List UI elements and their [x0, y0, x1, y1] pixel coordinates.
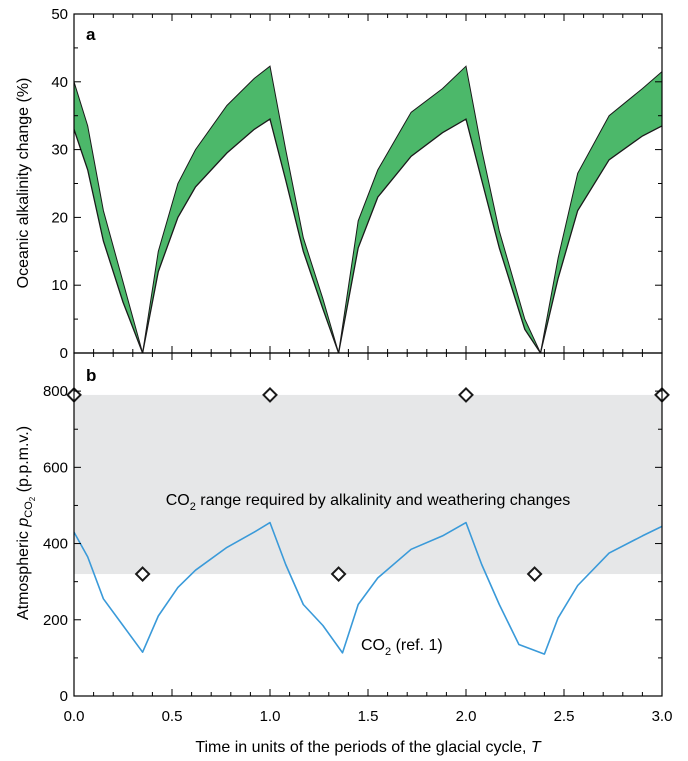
series-label-post: (ref. 1)	[391, 637, 443, 654]
ylabel-subsub: 2	[28, 496, 37, 501]
x-tick-label: 3.0	[652, 708, 673, 725]
panel-b-ytick-label: 800	[43, 383, 68, 400]
panel-b-ytick-label: 0	[60, 688, 68, 705]
panel-b-ylabel: Atmospheric pCO2 (p.p.m.v.)	[15, 426, 37, 620]
panel-a: 0 10 20 30 40 50 a Oceanic alkalinity change …	[15, 6, 663, 362]
xlabel-main: Time in units of the periods of the glac…	[195, 739, 531, 756]
range-label-post: range required by alkalinity and weather…	[196, 492, 570, 509]
alkalinity-lower-edge	[74, 118, 662, 353]
alkalinity-band-layer	[74, 65, 662, 353]
panel-a-label: a	[86, 25, 96, 44]
co2-line	[74, 521, 662, 655]
x-tick-label: 0.5	[162, 708, 183, 725]
diamond-marker	[330, 566, 347, 582]
panel-a-ytick-label: 0	[60, 345, 68, 362]
ylabel-units: (p.p.m.v.)	[15, 426, 32, 497]
panel-a-ylabel: Oceanic alkalinity change (%)	[15, 78, 32, 289]
x-tick-label: 1.5	[358, 708, 379, 725]
alkalinity-upper-edge	[74, 65, 662, 353]
diamond-marker	[262, 387, 278, 403]
panel-a-ytick-label: 50	[51, 6, 68, 23]
co2-range-annotation: CO2 range required by alkalinity and wea…	[166, 492, 571, 513]
series-label-sub: 2	[385, 646, 391, 658]
x-axis-label: Time in units of the periods of the glac…	[195, 739, 542, 756]
ylabel-main: Atmospheric	[15, 527, 32, 620]
ylabel-sub: CO	[23, 501, 35, 518]
panel-b-ticks: 0 200 400 600 800 0.0 0.5 1.0 1.5 2.0 2.5 3.0	[43, 352, 673, 725]
panel-a-ytick-label: 30	[51, 142, 68, 159]
co2-line-layer	[74, 521, 662, 655]
ylabel-symbol: p	[15, 518, 32, 528]
diamond-marker	[458, 387, 474, 403]
series-label-pre: CO	[361, 637, 385, 654]
panel-b-ytick-label: 400	[43, 536, 68, 553]
xlabel-symbol: T	[531, 739, 542, 756]
co2-series-label: CO2 (ref. 1)	[361, 637, 443, 658]
panel-a-frame	[73, 13, 663, 354]
x-tick-label: 2.5	[554, 708, 575, 725]
range-label-pre: CO	[166, 492, 190, 509]
alkalinity-band	[74, 66, 662, 353]
x-tick-label: 0.0	[64, 708, 85, 725]
diamond-marker	[526, 566, 543, 582]
diamond-marker	[134, 566, 151, 582]
x-tick-label: 2.0	[456, 708, 477, 725]
co2-range-band	[74, 394, 662, 575]
panel-a-ytick-label: 40	[51, 74, 68, 91]
panel-b-label: b	[86, 366, 96, 385]
panel-b-ytick-label: 200	[43, 612, 68, 629]
range-label-sub: 2	[190, 501, 196, 513]
panel-a-ytick-label: 20	[51, 209, 68, 226]
panel-a-ticks: 0 10 20 30 40 50	[51, 6, 663, 362]
panel-b-ytick-label: 600	[43, 459, 68, 476]
x-tick-label: 1.0	[260, 708, 281, 725]
panel-a-ytick-label: 10	[51, 277, 68, 294]
